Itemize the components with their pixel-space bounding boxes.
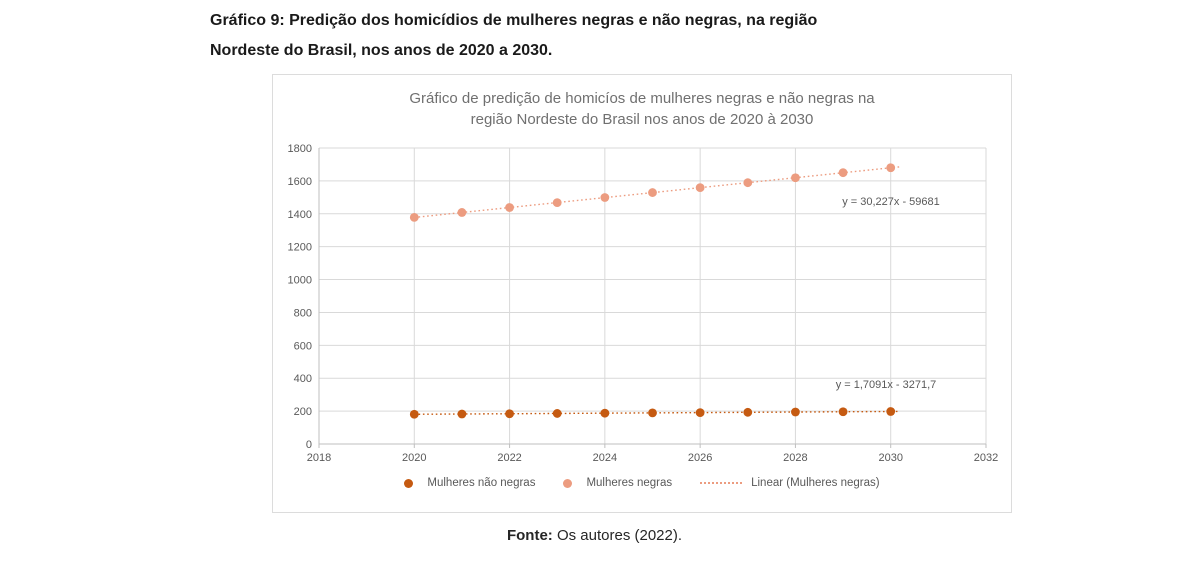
series-mulheres-nao-negras: y = 1,7091x - 3271,7	[409, 379, 937, 419]
legend-marker-light-dot-icon	[563, 478, 573, 488]
data-point	[791, 407, 800, 417]
series-mulheres-negras: y = 30,227x - 59681	[409, 163, 940, 222]
svg-text:0: 0	[306, 439, 312, 451]
svg-text:2018: 2018	[307, 452, 331, 464]
legend-marker-dotted-line-icon	[700, 482, 743, 484]
data-point	[409, 409, 419, 419]
trendline-equation: y = 30,227x - 59681	[842, 196, 940, 208]
chart-legend: Mulheres não negras Mulheres negras Line…	[273, 477, 1011, 489]
svg-text:1600: 1600	[288, 176, 312, 188]
svg-text:2020: 2020	[402, 452, 426, 464]
svg-text:400: 400	[294, 373, 312, 385]
caption-line-1: Gráfico 9: Predição dos homicídios de mu…	[210, 12, 818, 29]
data-point	[695, 408, 705, 417]
data-point	[791, 173, 800, 183]
data-point	[648, 188, 657, 197]
data-point	[600, 408, 610, 418]
data-point	[552, 198, 562, 207]
data-point	[552, 409, 562, 418]
data-point	[743, 178, 753, 188]
svg-text:2032: 2032	[974, 452, 998, 464]
data-point	[648, 408, 657, 418]
source-note: Fonte: Os autores (2022).	[0, 527, 1189, 544]
svg-text:2024: 2024	[593, 452, 617, 464]
chart-title-line-1: Gráfico de predição de homicíos de mulhe…	[409, 90, 875, 107]
trendline-equation: y = 1,7091x - 3271,7	[836, 379, 937, 391]
legend-item-mulheres-negras: Mulheres negras	[563, 477, 672, 489]
legend-item-linear-mulheres-negras: Linear (Mulheres negras)	[700, 477, 880, 489]
y-axis-tick-labels: 0 200 400 600 800 1000 1200 1400 1600 1800	[288, 143, 312, 451]
x-axis-tick-labels: 2018 2020 2022 2024 2026 2028 2030 2032	[307, 452, 998, 464]
data-point	[505, 409, 514, 419]
svg-text:1400: 1400	[288, 209, 312, 221]
axes	[318, 148, 987, 448]
data-point	[695, 183, 705, 193]
svg-text:200: 200	[294, 406, 312, 418]
source-label: Fonte:	[506, 527, 553, 544]
chart-frame: Gráfico de predição de homicíos de mulhe…	[272, 74, 1012, 513]
svg-text:2026: 2026	[688, 452, 712, 464]
figure-caption: Gráfico 9: Predição dos homicídios de mu…	[210, 6, 930, 66]
data-point	[838, 168, 848, 178]
plot-area: 2018 2020 2022 2024 2026 2028 2030 2032 0 200 400 6…	[288, 143, 999, 464]
data-point	[457, 409, 467, 419]
data-point	[457, 208, 467, 217]
svg-text:2030: 2030	[878, 452, 902, 464]
legend-label-linear: Linear (Mulheres negras)	[751, 477, 880, 489]
data-point	[886, 407, 896, 416]
data-point	[838, 407, 848, 417]
legend-marker-dark-dot-icon	[404, 478, 414, 488]
svg-text:800: 800	[294, 307, 312, 319]
legend-item-mulheres-nao-negras: Mulheres não negras	[404, 477, 535, 489]
data-point	[600, 193, 610, 202]
legend-label-mulheres-negras: Mulheres negras	[586, 477, 673, 489]
data-point	[886, 163, 896, 173]
data-point	[505, 203, 514, 212]
svg-text:1000: 1000	[288, 275, 312, 287]
data-point	[409, 212, 419, 222]
data-point	[743, 407, 753, 417]
chart-title-line-2: região Nordeste do Brasil nos anos de 20…	[470, 111, 814, 128]
svg-text:1800: 1800	[288, 143, 312, 155]
svg-text:2022: 2022	[497, 452, 521, 464]
caption-line-2: Nordeste do Brasil, nos anos de 2020 a 2…	[210, 42, 553, 59]
svg-text:1200: 1200	[288, 242, 312, 254]
svg-text:600: 600	[294, 340, 312, 352]
svg-text:2028: 2028	[783, 452, 807, 464]
chart-title: Gráfico de predição de homicíos de mulhe…	[273, 88, 1011, 130]
legend-label-mulheres-nao-negras: Mulheres não negras	[427, 477, 536, 489]
source-text: Os autores (2022).	[552, 527, 683, 544]
